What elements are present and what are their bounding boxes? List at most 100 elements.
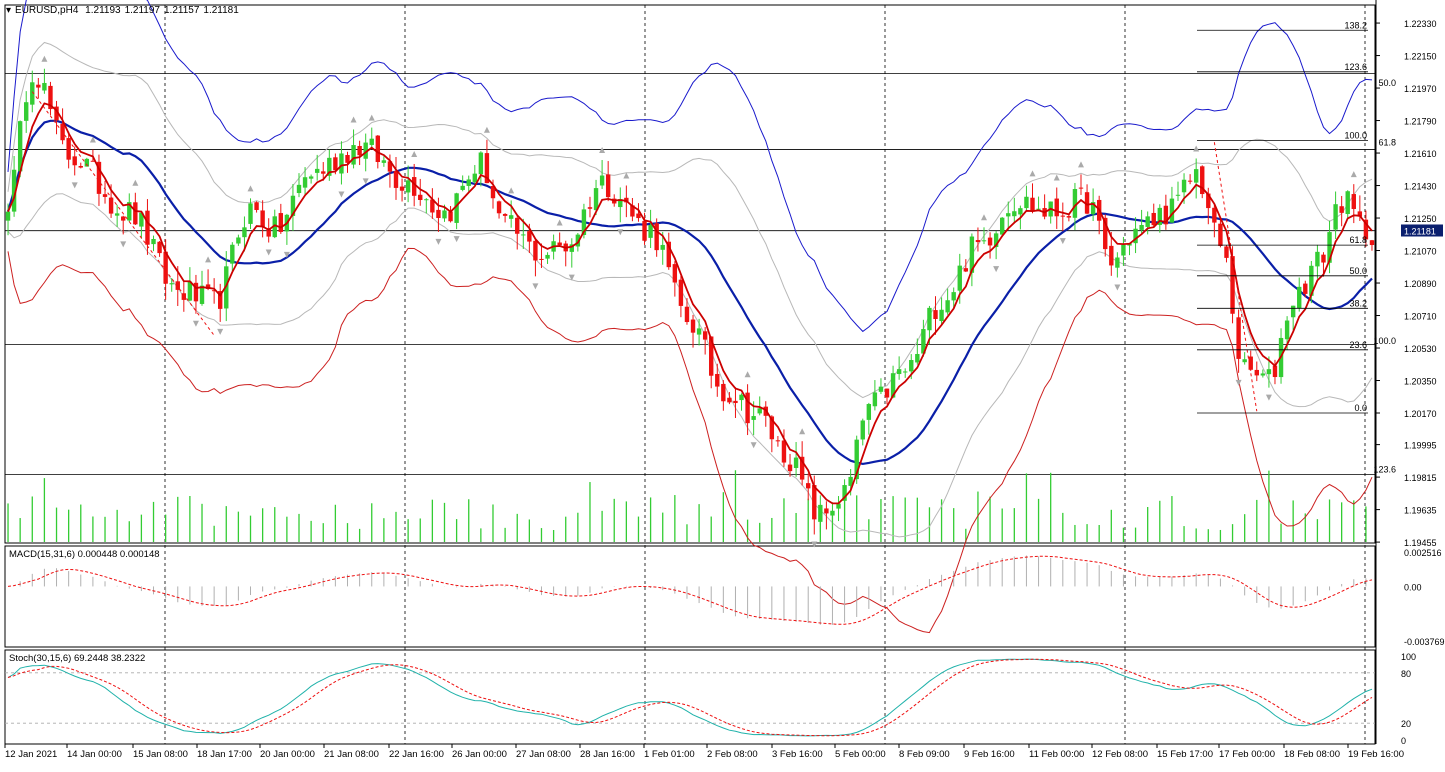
candle-body xyxy=(757,408,762,414)
candles xyxy=(5,68,1375,535)
candle-body xyxy=(866,404,872,420)
candle-body xyxy=(54,106,59,121)
candle-body xyxy=(575,234,581,247)
candle-body xyxy=(630,205,635,217)
candle-body xyxy=(454,193,459,223)
candle-body xyxy=(1303,283,1308,294)
fractal-down-arrow xyxy=(811,541,818,548)
fractal-up-arrow xyxy=(1077,161,1084,168)
candle-body xyxy=(90,160,96,162)
price-tick-label: 1.19635 xyxy=(1404,506,1437,516)
candle-body xyxy=(981,240,987,242)
candle-body xyxy=(993,233,999,248)
stoch-tick-label: 80 xyxy=(1401,669,1411,679)
candle-body xyxy=(1103,217,1108,250)
candle-body xyxy=(484,153,490,184)
candle-body xyxy=(242,227,247,238)
candle-body xyxy=(187,281,193,301)
candle-body xyxy=(1151,212,1156,226)
fib-level-label: 61.8 xyxy=(1378,138,1396,148)
fractal-up-arrow xyxy=(411,150,418,157)
bollinger-inner-lower xyxy=(7,193,1373,538)
time-tick-label: 22 Jan 16:00 xyxy=(389,749,444,760)
time-tick-label: 21 Jan 08:00 xyxy=(324,749,379,760)
bollinger-bands xyxy=(7,0,1373,538)
candle-body xyxy=(278,213,284,232)
current-price-label: 1.21181 xyxy=(1404,226,1436,236)
candle-body xyxy=(830,510,835,516)
macd-signal-line xyxy=(7,555,1373,625)
time-tick-label: 26 Jan 00:00 xyxy=(452,749,507,760)
candle-body xyxy=(121,216,126,221)
candle-body xyxy=(351,145,356,165)
price-tick-label: 1.21610 xyxy=(1404,149,1437,159)
candle-body xyxy=(66,138,71,160)
candle-body xyxy=(1248,356,1253,370)
candle-body xyxy=(1339,206,1344,213)
candle-body xyxy=(884,388,890,398)
price-tick-label: 1.21790 xyxy=(1404,117,1437,127)
candle-body xyxy=(78,165,83,168)
candle-body xyxy=(496,201,502,214)
price-tick-label: 1.20710 xyxy=(1404,312,1437,322)
ohlc-high: 1.21197 xyxy=(124,5,160,16)
time-axis: 12 Jan 2021 14 Jan 00:00 15 Jan 08:00 18 Ja… xyxy=(4,744,1404,760)
candle-body xyxy=(145,210,150,245)
fib-level-label: 23.6 xyxy=(1349,340,1367,350)
fractal-up-arrow xyxy=(981,214,988,221)
candle-body xyxy=(1193,169,1199,183)
candle-body xyxy=(1084,192,1090,214)
candle-body xyxy=(1018,208,1023,215)
fib-level-label: 100.0 xyxy=(1344,130,1367,140)
candle-body xyxy=(533,240,538,261)
candle-body xyxy=(266,228,271,237)
fractal-down-arrow xyxy=(338,191,345,198)
candle-body xyxy=(654,223,659,251)
candle-body xyxy=(1284,320,1290,340)
candle-body xyxy=(678,279,684,306)
candle-body xyxy=(1012,211,1017,217)
candle-body xyxy=(745,392,750,424)
candle-body xyxy=(975,240,981,243)
candle-body xyxy=(1054,198,1059,217)
fast-moving-average xyxy=(7,102,1373,505)
candle-body xyxy=(30,82,35,105)
fib-level-label: 50.0 xyxy=(1378,78,1396,88)
candle-body xyxy=(490,185,496,199)
candle-body xyxy=(660,244,665,250)
candle-body xyxy=(387,161,393,172)
fib-level-label: 138.2 xyxy=(1344,20,1367,30)
fractal-down-arrow xyxy=(453,236,460,243)
price-tick-label: 1.22150 xyxy=(1404,52,1437,62)
fractal-up-arrow xyxy=(508,187,515,194)
candle-body xyxy=(1169,198,1175,223)
fractal-down-arrow xyxy=(362,178,369,185)
candle-body xyxy=(199,285,205,304)
candle-body xyxy=(836,503,841,509)
price-tick-label: 1.20350 xyxy=(1404,377,1437,387)
time-tick-label: 18 Jan 17:00 xyxy=(197,749,252,760)
price-tick-label: 1.20170 xyxy=(1404,409,1437,419)
time-tick-label: 27 Jan 08:00 xyxy=(516,749,571,760)
price-tick-label: 1.22330 xyxy=(1404,19,1437,29)
candle-body xyxy=(339,153,344,174)
fractal-down-arrow xyxy=(435,238,442,245)
fractal-down-arrow xyxy=(1235,379,1242,386)
collapse-triangle-icon[interactable]: ▾ xyxy=(6,5,12,16)
price-tick-label: 1.19815 xyxy=(1404,473,1437,483)
fib-level-label: 100.0 xyxy=(1373,336,1396,346)
fractal-down-arrow xyxy=(750,442,757,449)
candle-body xyxy=(42,82,47,91)
candle-body xyxy=(1200,166,1205,195)
candle-body xyxy=(321,171,326,174)
time-tick-label: 11 Feb 00:00 xyxy=(1029,749,1084,760)
candle-body xyxy=(163,251,168,284)
candle-body xyxy=(96,161,102,194)
candle-body xyxy=(1139,225,1144,230)
panel-labels: MACD(15,31,6) 0.000448 0.000148 Stoch(30,… xyxy=(9,549,160,664)
fractal-down-arrow xyxy=(617,229,624,236)
fractal-down-arrow xyxy=(192,320,199,327)
candle-body xyxy=(636,213,641,219)
